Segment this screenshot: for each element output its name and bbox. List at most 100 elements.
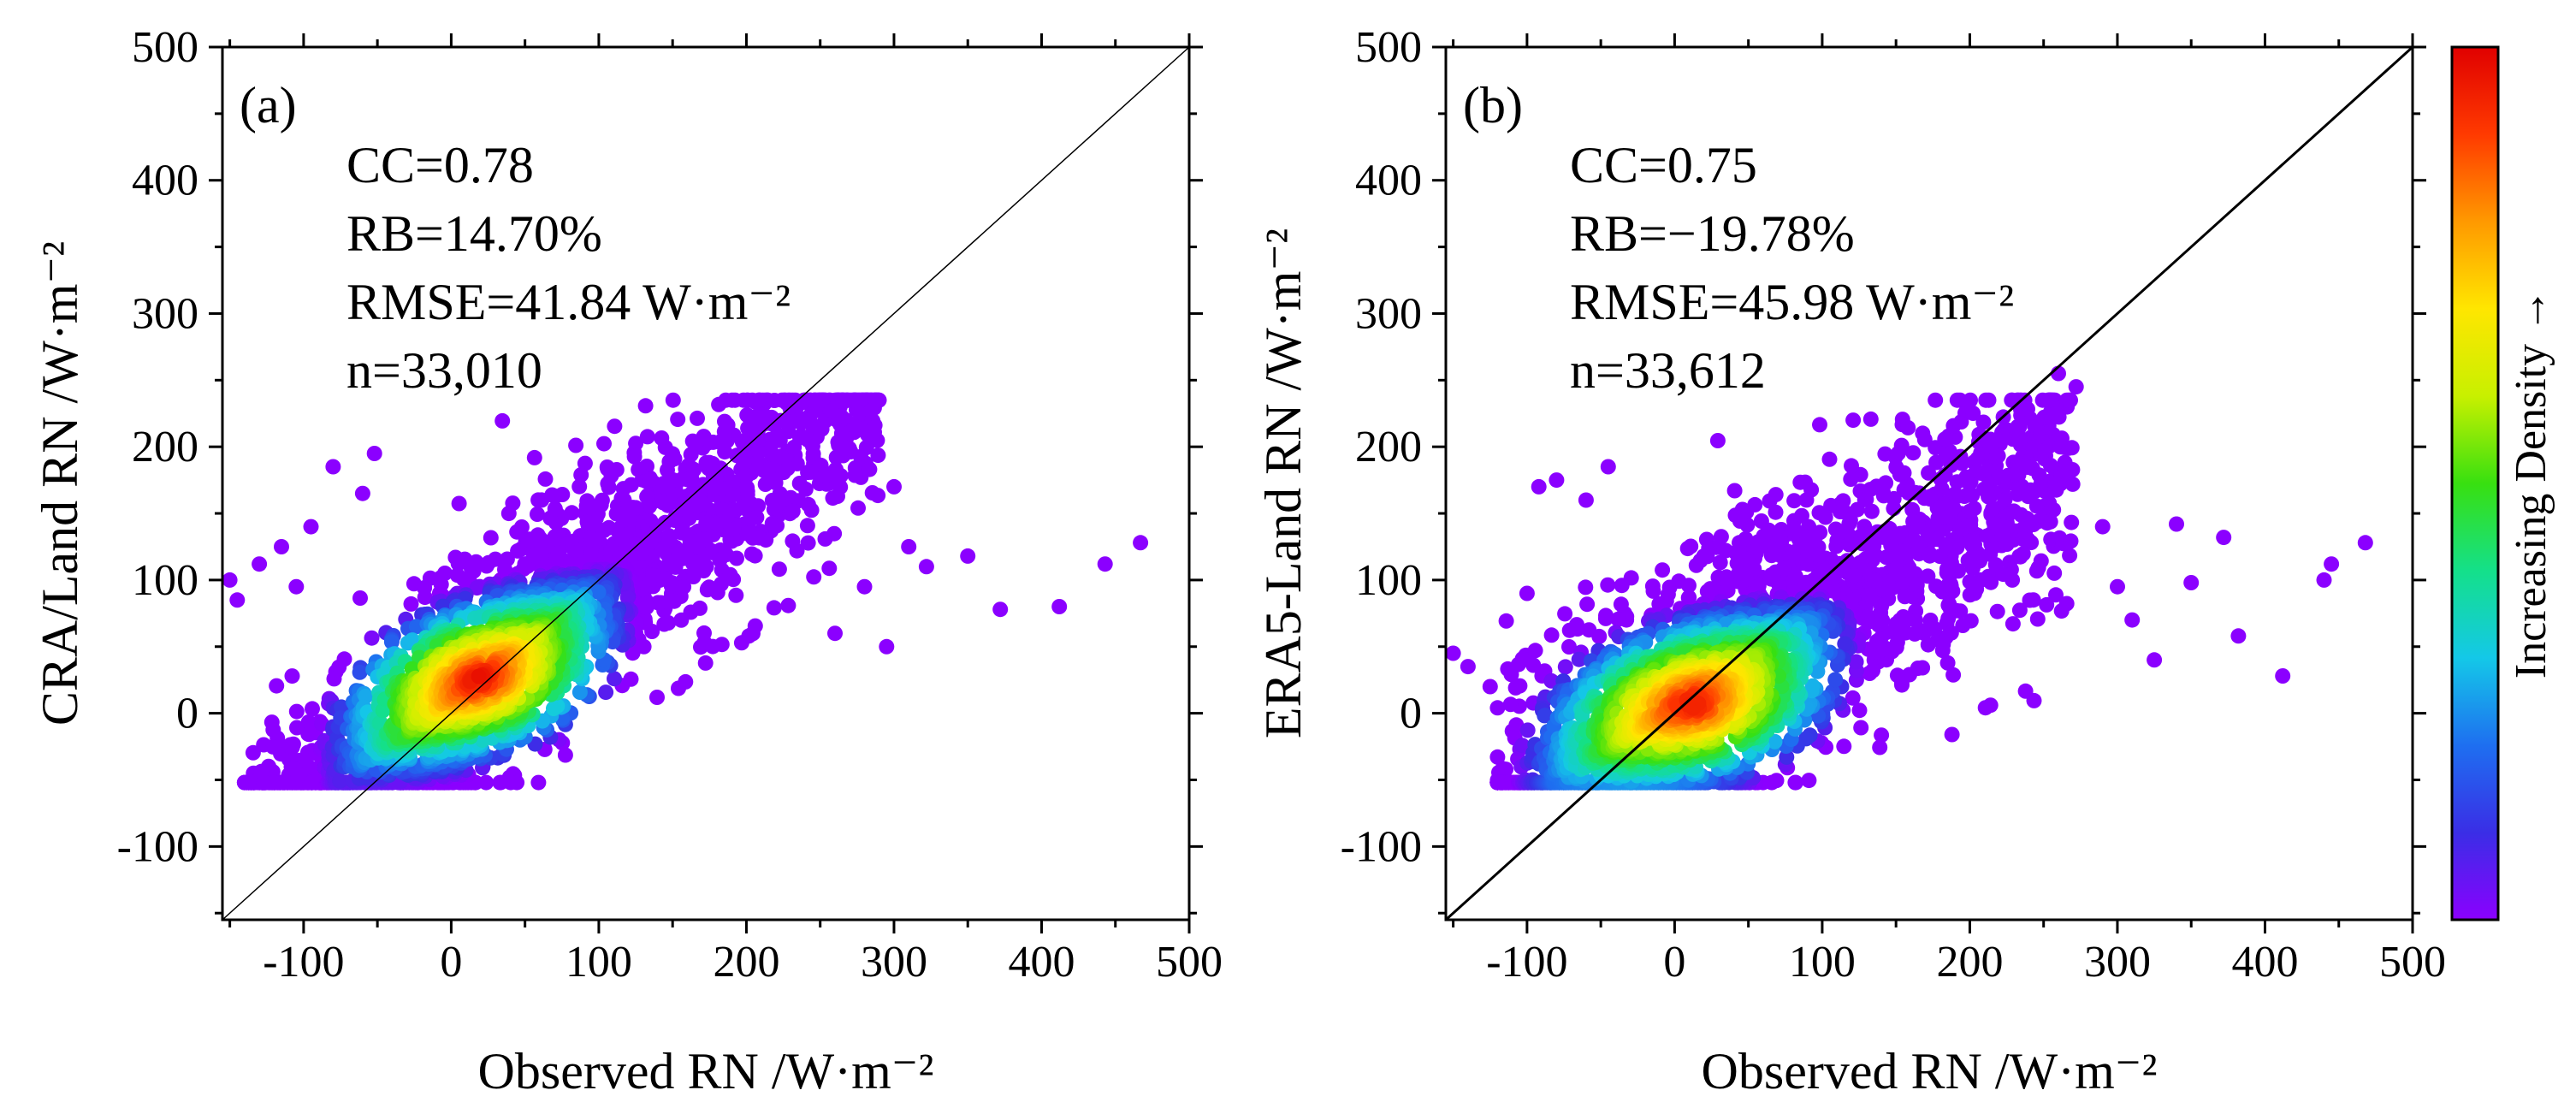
- data-point: [1978, 392, 1994, 408]
- panel-b: -100 0 100 200 300 400 500-1000100200300400500…: [1255, 23, 2446, 1099]
- data-point: [1688, 557, 1704, 573]
- data-point: [637, 398, 654, 414]
- data-point: [1768, 487, 1784, 503]
- data-point: [1613, 596, 1629, 613]
- data-point: [1799, 529, 1815, 545]
- data-point: [833, 425, 850, 441]
- data-point: [1965, 406, 1981, 421]
- data-point: [2064, 476, 2081, 492]
- data-point: [696, 531, 712, 548]
- data-point: [532, 534, 548, 550]
- data-point: [725, 487, 741, 503]
- data-point: [737, 432, 753, 448]
- data-point: [1557, 606, 1573, 622]
- x-tick-label: -100: [263, 938, 344, 987]
- data-point: [1543, 627, 1560, 643]
- data-point: [579, 514, 595, 530]
- data-point: [1932, 548, 1948, 565]
- data-point: [1578, 579, 1594, 596]
- data-point: [1503, 667, 1519, 683]
- data-point: [2029, 611, 2046, 627]
- y-tick-label: 200: [132, 423, 198, 471]
- data-point: [623, 671, 639, 687]
- data-point: [332, 773, 348, 789]
- outlier-point: [827, 625, 843, 642]
- data-point: [1569, 621, 1585, 637]
- data-point: [554, 487, 571, 502]
- data-point: [1655, 562, 1671, 578]
- data-point: [696, 635, 713, 650]
- data-point: [269, 678, 285, 694]
- data-point: [1786, 493, 1803, 509]
- stat-text: n=33,010: [346, 342, 542, 399]
- data-point: [509, 524, 525, 540]
- data-point: [762, 439, 779, 455]
- data-point: [1862, 666, 1878, 681]
- data-point: [1939, 509, 1955, 525]
- data-point: [658, 571, 674, 587]
- data-point: [2048, 587, 2064, 603]
- data-point: [1489, 749, 1506, 765]
- data-point: [1983, 574, 1999, 590]
- data-point: [660, 615, 677, 631]
- data-point: [1949, 392, 1965, 408]
- data-point: [1681, 590, 1697, 606]
- data-point: [724, 392, 740, 408]
- data-point: [1876, 641, 1892, 657]
- data-point: [601, 479, 617, 495]
- data-point: [1916, 431, 1933, 447]
- data-point: [1969, 581, 1985, 597]
- data-point: [643, 471, 659, 488]
- x-tick-label: 400: [1008, 938, 1075, 987]
- data-point: [665, 471, 681, 488]
- data-point: [2053, 603, 2070, 619]
- data-point: [697, 655, 714, 671]
- data-point: [802, 432, 819, 448]
- data-point: [750, 422, 767, 438]
- data-point: [483, 530, 499, 546]
- outlier-point: [901, 539, 917, 554]
- data-point: [1507, 679, 1524, 696]
- data-point: [2015, 531, 2031, 547]
- data-point: [1875, 488, 1892, 504]
- data-point: [1681, 578, 1697, 594]
- data-point: [645, 567, 661, 584]
- data-point: [1508, 717, 1525, 733]
- data-point: [870, 447, 886, 464]
- data-point: [694, 480, 710, 496]
- data-point: [701, 579, 717, 596]
- data-point: [1841, 536, 1857, 553]
- data-point: [603, 467, 619, 483]
- data-point: [1809, 547, 1826, 563]
- data-point: [451, 495, 467, 512]
- data-point: [1874, 727, 1890, 744]
- data-point: [1969, 545, 1986, 560]
- data-point: [1963, 392, 1978, 408]
- data-point: [304, 774, 320, 791]
- data-point: [1966, 501, 1982, 517]
- data-point: [837, 441, 853, 457]
- density-points: [236, 392, 887, 791]
- data-point: [2013, 507, 2029, 523]
- outlier-point: [274, 539, 289, 554]
- data-point: [619, 544, 636, 560]
- data-point: [847, 467, 863, 483]
- data-point: [807, 392, 823, 408]
- data-point: [1878, 475, 1894, 491]
- data-point: [1846, 567, 1862, 584]
- data-point: [2020, 489, 2036, 505]
- data-point: [661, 554, 678, 571]
- data-point: [1709, 433, 1726, 448]
- data-point: [1943, 554, 1959, 571]
- data-point: [1761, 522, 1777, 538]
- data-point: [1905, 445, 1922, 461]
- data-point: [1940, 610, 1957, 626]
- data-point: [1844, 458, 1859, 474]
- data-point: [573, 467, 589, 483]
- data-point: [684, 471, 700, 487]
- data-point: [1731, 565, 1747, 581]
- x-tick-label: 500: [1156, 938, 1223, 987]
- data-point: [546, 701, 561, 717]
- data-point: [1945, 418, 1962, 434]
- data-point: [736, 455, 752, 471]
